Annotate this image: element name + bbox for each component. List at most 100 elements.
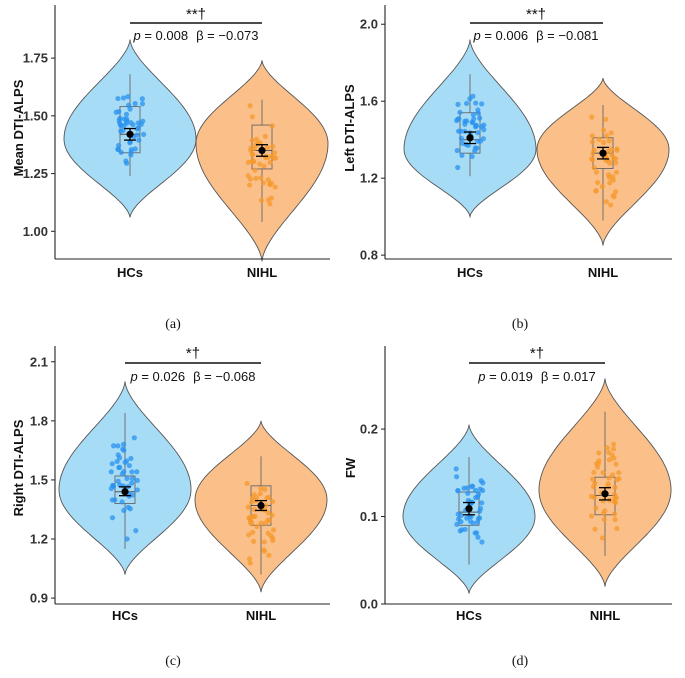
panel-a-nihl-point: [267, 159, 273, 166]
panel-d-hcs-point: [455, 488, 461, 494]
panel-a-sig-marker: **†: [186, 6, 206, 23]
panel-a-ylabel: Mean DTI-ALPS: [11, 79, 26, 176]
panel-b-stats: p = 0.006 β = −0.081: [472, 28, 598, 43]
panel-a-nihl-point: [253, 136, 260, 142]
panel-c-hcs-point: [126, 462, 132, 469]
panel-b-nihl-point: [608, 202, 614, 208]
panel-a-hcs-mean: [126, 130, 134, 138]
panel-d-nihl-point: [596, 450, 602, 456]
panel-b-nihl-point: [600, 139, 607, 146]
panel-c-nihl-point: [245, 504, 251, 510]
panel-c-ylabel: Right DTI-ALPS: [11, 419, 26, 516]
panel-a-hcs-point: [118, 149, 124, 155]
panel-a-nihl-point: [264, 145, 271, 151]
panel-a-hcs-point: [128, 149, 134, 155]
panel-d-hcs-point: [478, 478, 484, 484]
panel-c-nihl-point: [263, 520, 269, 526]
panel-a-hcs-point: [121, 116, 128, 122]
panel-d-nihl-point: [616, 469, 622, 476]
panel-b-plot: 0.8 1.2 1.6 2.0: [360, 5, 672, 263]
panel-c-nihl-point: [265, 494, 272, 500]
panel-b-hcs-point: [478, 124, 485, 130]
panel-d-nihl-point: [610, 441, 617, 447]
panel-b-nihl-point: [596, 136, 602, 143]
panel-a-p-symbol: p: [132, 28, 140, 43]
panel-d-hcs-point: [480, 487, 486, 494]
panel-c-nihl-point: [246, 556, 253, 562]
panel-b-p-value: = 0.006: [481, 28, 528, 43]
panel-a-hcs-point: [127, 106, 133, 112]
panel-c-hcs-point: [134, 477, 140, 484]
panel-a-nihl-point: [272, 155, 279, 161]
panel-c-hcs-point: [108, 469, 114, 475]
panel-d-hcs-point: [465, 490, 471, 496]
panel-c-nihl-point: [247, 560, 253, 566]
panel-b-nihl-point: [606, 138, 612, 144]
panel-b-ytick-label: 2.0: [360, 17, 378, 32]
panel-c-ytick-label: 2.1: [30, 354, 48, 369]
panel-c-nihl-point: [251, 538, 257, 544]
panel-a-hcs-point: [138, 121, 144, 127]
panel-c-nihl-point: [247, 518, 253, 524]
panel-b-sig-marker: **†: [526, 6, 546, 23]
panel-d-hcs-point: [473, 494, 479, 501]
panel-a-nihl-point: [272, 184, 278, 190]
panel-b-nihl-point: [594, 179, 601, 186]
panel-b-nihl-point: [610, 193, 616, 199]
panel-c-hcs-point: [124, 536, 130, 542]
panel-c-p-symbol: p: [129, 369, 137, 384]
panel-b-nihl-point: [591, 165, 597, 171]
panel-c-nihl-point: [252, 513, 258, 519]
panel-b-hcs-point: [459, 152, 465, 159]
panel-a-nihl-point: [247, 103, 253, 109]
panel-c-hcs-point: [128, 455, 134, 462]
panel-a-nihl-point: [260, 180, 267, 186]
panel-b-nihl-point: [603, 116, 609, 122]
panel-b-nihl-point: [601, 127, 607, 133]
panel-c-xtick-nihl: NIHL: [246, 608, 276, 623]
panel-c-hcs-point: [129, 480, 135, 486]
panel-a-hcs-point: [115, 146, 121, 152]
panel-a-nihl-point: [262, 133, 268, 139]
panel-d-hcs-point: [475, 534, 481, 540]
panel-d-nihl-point: [605, 481, 611, 487]
panel-c-nihl-point: [251, 492, 257, 498]
panel-c-ytick-label: 0.9: [30, 591, 48, 606]
panel-b-nihl-point: [612, 189, 619, 195]
panel-a-nihl-point: [261, 163, 267, 169]
panel-d-hcs-point: [469, 484, 475, 490]
panel-a-stats: p = 0.008 β = −0.073: [132, 28, 258, 43]
panel-c-hcs-point: [116, 464, 122, 471]
panel-b-nihl-point: [603, 199, 609, 205]
panel-a-caption: (a): [165, 317, 181, 332]
panel-b-hcs-point: [457, 109, 463, 115]
panel-d-p-symbol: p: [477, 369, 485, 384]
panel-a-hcs-point: [123, 111, 130, 117]
panel-c-nihl-point: [251, 506, 258, 513]
panel-c-hcs-mean: [121, 488, 129, 496]
panel-a-beta: β = −0.073: [196, 28, 258, 43]
panel-d-nihl-point: [592, 526, 598, 532]
panel-b-nihl-point: [599, 183, 605, 190]
panel-c-nihl-point: [261, 547, 267, 553]
panel-b-xtick-hcs: HCs: [457, 265, 483, 280]
panel-c-nihl-point: [265, 510, 271, 516]
panel-b-hcs-point: [477, 115, 483, 121]
panel-b-hcs-point: [473, 100, 479, 106]
panel-a-ytick-label: 1.25: [23, 166, 48, 181]
panel-c-ytick-label: 1.2: [30, 532, 48, 547]
panel-a-nihl-point: [267, 201, 273, 207]
panel-d-hcs-point: [456, 516, 462, 522]
panel-d-nihl-point: [592, 480, 598, 486]
panel-a-nihl-point: [269, 123, 275, 129]
panel-d-hcs-point: [467, 518, 474, 524]
panel-a-hcs-point: [125, 93, 131, 100]
panel-a-nihl-point: [249, 137, 255, 144]
panel-c-p-value: = 0.026: [138, 369, 185, 384]
panel-b-hcs-point: [475, 138, 481, 144]
panel-d-hcs-point: [476, 515, 483, 521]
panel-b-nihl-point: [608, 130, 614, 136]
panel-d-hcs-point: [474, 519, 481, 525]
panel-c: Right DTI-ALPS 0.91.21.51.82.1 HCs NIHL …: [11, 345, 330, 669]
panel-c-hcs-point: [129, 475, 136, 482]
